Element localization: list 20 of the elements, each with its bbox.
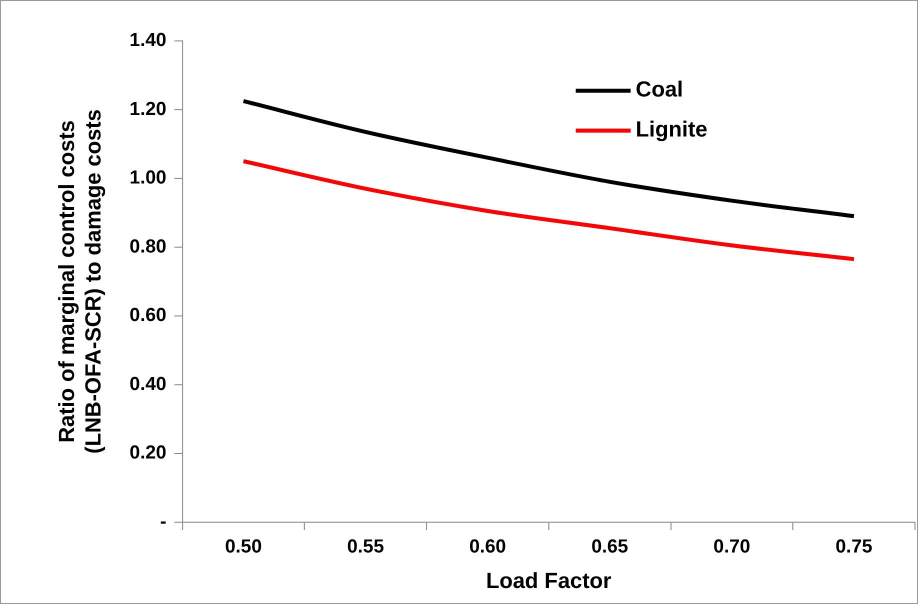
y-tick-label: 0.80	[130, 236, 166, 258]
x-tick-label: 0.60	[469, 536, 506, 558]
x-tick-label: 0.55	[347, 536, 384, 558]
y-tick-label: 1.20	[130, 98, 166, 120]
y-tick-label: 0.40	[130, 374, 166, 395]
x-tick-label: 0.70	[713, 536, 750, 558]
y-tick-label: 1.40	[130, 30, 166, 52]
x-axis-title: Load Factor	[486, 568, 612, 593]
line-series	[241, 99, 856, 218]
y-axis-title: Ratio of marginal control costs (LNB-OFA-SCR) to damage costs	[54, 109, 106, 454]
y-tick-label: 1.00	[130, 168, 166, 189]
legend-label: Coal	[636, 76, 684, 102]
y-tick-label: 0.20	[130, 442, 166, 464]
legend-label: Lignite	[636, 116, 708, 142]
x-tick-label: 0.50	[224, 536, 262, 558]
x-tick-label: 0.75	[836, 536, 872, 558]
x-tick-label: 0.65	[591, 536, 628, 558]
y-tick-label: -	[160, 511, 166, 532]
y-tick-label: 0.60	[130, 305, 166, 326]
line-series	[241, 159, 856, 262]
